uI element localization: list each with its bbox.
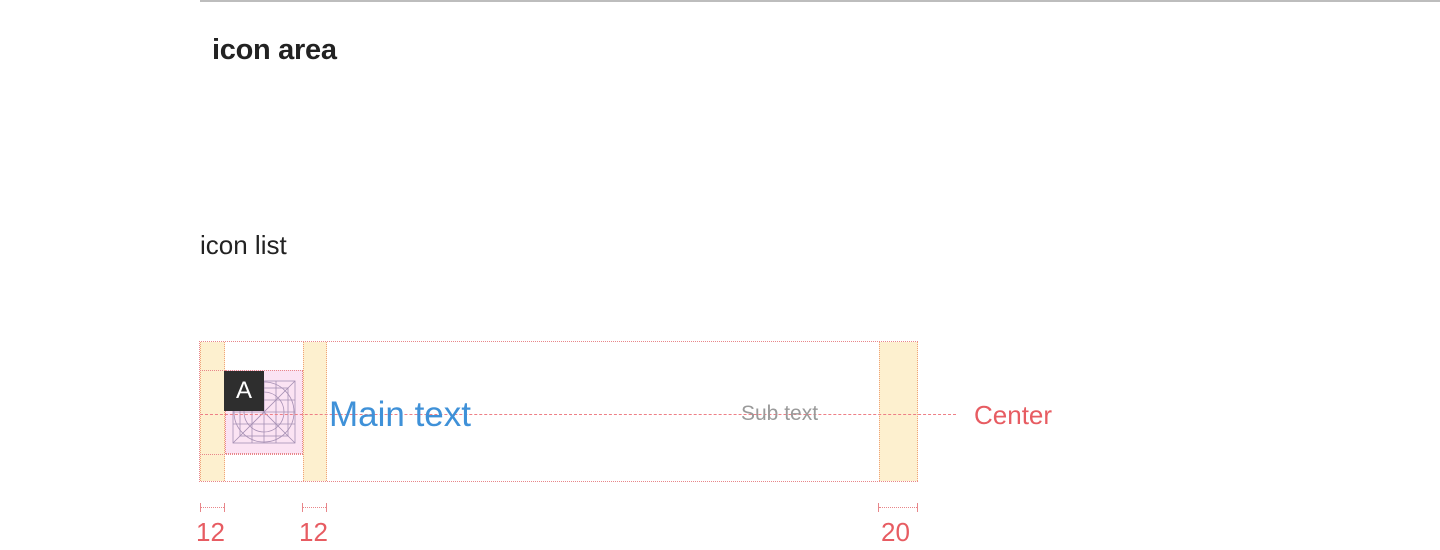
- main-text-sample: Main text: [329, 395, 471, 434]
- center-label: Center: [974, 400, 1053, 430]
- right-padding-value: 20: [881, 517, 910, 547]
- section-title: icon area: [212, 34, 337, 66]
- icon-text-gap-area: [303, 342, 327, 481]
- sub-text-sample: Sub text: [741, 402, 819, 425]
- left-padding-dimension: [200, 503, 225, 512]
- left-padding-value: 12: [196, 517, 225, 547]
- icon-gap-dimension: [302, 503, 327, 512]
- callout-badge: A: [224, 371, 264, 411]
- subsection-title: icon list: [200, 230, 287, 260]
- icon-gap-value: 12: [299, 517, 328, 547]
- right-padding-area: [879, 342, 918, 481]
- center-guide-line: [200, 414, 956, 415]
- left-padding-area: [200, 342, 225, 481]
- right-padding-dimension: [878, 503, 918, 512]
- icon-bottom-guide: [200, 454, 303, 455]
- top-divider: [200, 0, 1440, 2]
